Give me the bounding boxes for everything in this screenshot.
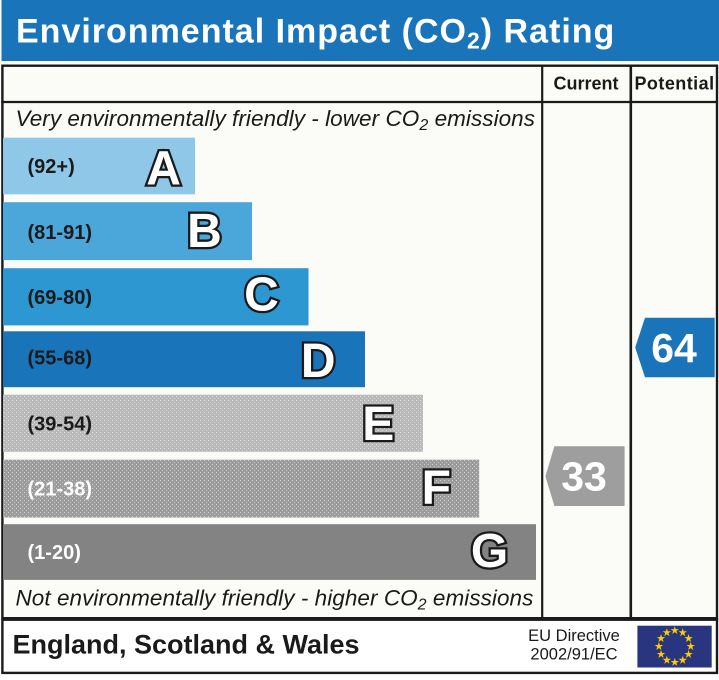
svg-text:Not environmentally friendly -: Not environmentally friendly - higher CO… (16, 586, 534, 614)
svg-text:(81-91): (81-91) (28, 222, 92, 244)
svg-text:(1-20): (1-20) (28, 542, 81, 564)
svg-text:Current: Current (553, 74, 618, 94)
svg-text:F: F (422, 461, 451, 514)
svg-text:C: C (244, 269, 279, 322)
svg-text:Very environmentally friendly: Very environmentally friendly - lower CO… (16, 106, 536, 134)
svg-text:G: G (471, 525, 508, 578)
svg-text:(21-38): (21-38) (28, 479, 92, 501)
svg-text:A: A (146, 142, 181, 195)
svg-text:B: B (187, 205, 222, 258)
svg-text:(55-68): (55-68) (28, 347, 92, 369)
svg-text:33: 33 (561, 454, 607, 500)
svg-text:2002/91/EC: 2002/91/EC (530, 646, 617, 664)
svg-text:E: E (362, 398, 394, 451)
svg-text:EU Directive: EU Directive (528, 627, 620, 645)
svg-text:64: 64 (651, 325, 697, 371)
svg-text:(39-54): (39-54) (28, 413, 92, 435)
svg-text:Environmental Impact (CO2) Rat: Environmental Impact (CO2) Rating (16, 13, 615, 54)
svg-text:(69-80): (69-80) (28, 287, 92, 309)
svg-text:(92+): (92+) (28, 156, 75, 178)
svg-text:Potential: Potential (634, 74, 714, 94)
svg-text:D: D (301, 335, 336, 388)
svg-text:England, Scotland & Wales: England, Scotland & Wales (13, 630, 360, 660)
